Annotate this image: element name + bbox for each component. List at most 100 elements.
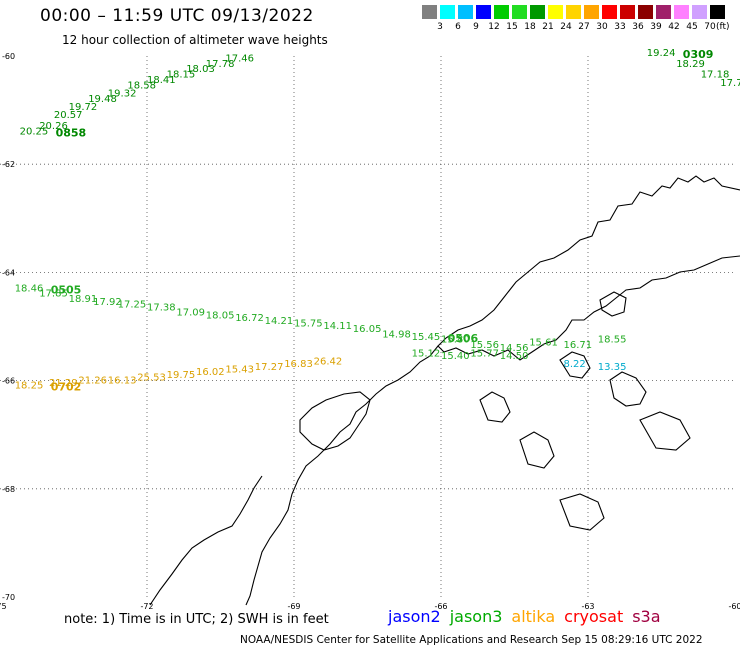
scale-label: 21 — [542, 22, 554, 32]
wave-height-value: 15.56 — [470, 340, 499, 351]
wave-height-value: 15.80 — [441, 335, 470, 346]
wave-height-value: 21.29 — [49, 378, 78, 389]
wave-height-value: 15.12 — [412, 348, 441, 359]
wave-height-value: 18.91 — [69, 294, 98, 305]
wave-height-value: 19.48 — [88, 94, 117, 105]
wave-height-value: 17.27 — [255, 362, 284, 373]
wave-height-value: 18.46 — [15, 283, 44, 294]
longitude-label: -63 — [581, 602, 594, 611]
wave-height-value: 26.42 — [314, 356, 343, 367]
scale-label: 12 — [488, 22, 500, 32]
grid — [0, 56, 735, 597]
wave-height-value: 16.13 — [108, 375, 137, 386]
scale-label: 27 — [578, 22, 590, 32]
latitude-label: -68 — [2, 485, 15, 494]
wave-height-value: 17.78 — [206, 59, 235, 70]
pass-time-label: 0309 — [683, 48, 714, 61]
scale-unit: (ft) — [716, 22, 730, 32]
pass-time-label: 0858 — [56, 126, 87, 139]
scale-label: 6 — [455, 22, 461, 32]
scale-label: 24 — [560, 22, 572, 32]
alexander-island-coast — [299, 391, 371, 451]
satellite-legend-altika: altika — [511, 607, 556, 626]
wave-height-value: 20.26 — [39, 121, 68, 132]
scale-swatch — [692, 5, 707, 19]
satellite-track: 8.22 13.35 — [564, 359, 627, 373]
scale-label: 39 — [650, 22, 662, 32]
scale-label: 15 — [506, 22, 518, 32]
wave-height-value: 25.53 — [137, 373, 166, 384]
wave-height-value: 18.58 — [127, 80, 156, 91]
wave-height-value: 18.15 — [167, 70, 196, 81]
eastern-islands-b — [599, 291, 627, 317]
satellite-legend-jason2: jason2 — [388, 607, 441, 626]
scale-swatch — [566, 5, 581, 19]
scale-swatch — [530, 5, 545, 19]
wave-height-value: 16.71 — [564, 340, 593, 351]
longitude-label: -75 — [0, 602, 7, 611]
wave-height-value: 18.55 — [598, 335, 627, 346]
wave-height-value: 18.03 — [186, 64, 215, 75]
wave-height-value: 17.85 — [39, 289, 68, 300]
chart-title: 00:00 – 11:59 UTC 09/13/2022 — [40, 6, 314, 26]
wave-height-value: 15.77 — [470, 348, 499, 359]
wave-height-value: 15.45 — [412, 332, 441, 343]
scale-swatch — [440, 5, 455, 19]
satellite-legend-jason3: jason3 — [449, 607, 503, 626]
peninsula-west-coast — [245, 345, 439, 606]
scale-label: 45 — [686, 22, 698, 32]
scale-swatch — [620, 5, 635, 19]
credit-line: NOAA/NESDIS Center for Satellite Applica… — [240, 634, 703, 646]
eastern-islands-a — [559, 351, 591, 379]
wave-height-value: 18.25 — [15, 381, 44, 392]
scale-swatch — [512, 5, 527, 19]
eastern-coast-fragment-3 — [519, 431, 555, 469]
scale-label: 42 — [668, 22, 680, 32]
coastline — [149, 175, 740, 606]
wave-height-value: 14.56 — [500, 343, 529, 354]
scale-swatch — [674, 5, 689, 19]
scale-label: 9 — [473, 22, 479, 32]
eastern-coast-fragment-2 — [479, 391, 511, 423]
satellite-legend-cryosat: cryosat — [564, 607, 624, 626]
footnote: note: 1) Time is in UTC; 2) SWH is in fe… — [64, 612, 329, 627]
scale-label: 3 — [437, 22, 443, 32]
longitude-label: -69 — [287, 602, 300, 611]
chart-subtitle: 12 hour collection of altimeter wave hei… — [62, 33, 328, 47]
eastern-coast-fragment-4 — [639, 411, 691, 451]
wave-height-value: 17.92 — [93, 297, 122, 308]
wave-height-value: 16.72 — [235, 313, 264, 324]
satellite-track: 15.45 15.80 15.56 14.56 15.61 16.71 18.55 15.12… — [412, 332, 627, 362]
satellite-legend: jason2 jason3 altika cryosat s3a — [388, 607, 670, 626]
wave-height-value: 17.18 — [701, 70, 730, 81]
wave-height-value: 18.41 — [147, 75, 176, 86]
wave-height-value: 16.05 — [353, 324, 382, 335]
scale-label: 36 — [632, 22, 644, 32]
wave-height-value: 16.83 — [284, 359, 313, 370]
latitude-label: -62 — [2, 160, 15, 169]
pass-time-label: 0505 — [51, 283, 82, 296]
wave-height-value: 19.72 — [69, 102, 98, 113]
scale-swatch — [494, 5, 509, 19]
scale-swatch — [422, 5, 437, 19]
wave-height-value: 20.25 — [20, 126, 49, 137]
scale-label: 30 — [596, 22, 608, 32]
wave-height-value: 14.11 — [323, 321, 352, 332]
satellite-legend-s3a: s3a — [632, 607, 661, 626]
wave-height-value: 19.24 — [647, 48, 676, 59]
wave-height-value: 17.74 — [720, 78, 740, 89]
wave-height-value: 17.25 — [118, 300, 147, 311]
eastern-coast-fragment-5 — [559, 493, 605, 531]
wave-height-value: 15.40 — [441, 351, 470, 362]
wave-height-value: 15.75 — [294, 319, 323, 330]
wave-height-value: 14.98 — [382, 329, 411, 340]
wave-height-value: 16.02 — [196, 367, 225, 378]
longitude-label: -66 — [434, 602, 447, 611]
wave-height-value: 19.32 — [108, 89, 137, 100]
scale-swatch — [638, 5, 653, 19]
scale-swatch — [710, 5, 725, 19]
latitude-label: -64 — [2, 268, 15, 277]
